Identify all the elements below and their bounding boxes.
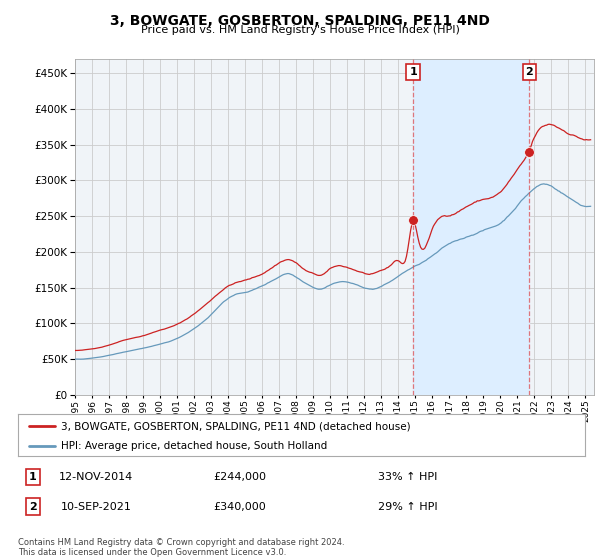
Text: £340,000: £340,000: [214, 502, 266, 512]
Text: 3, BOWGATE, GOSBERTON, SPALDING, PE11 4ND (detached house): 3, BOWGATE, GOSBERTON, SPALDING, PE11 4N…: [61, 421, 410, 431]
Text: 33% ↑ HPI: 33% ↑ HPI: [378, 472, 437, 482]
Text: HPI: Average price, detached house, South Holland: HPI: Average price, detached house, Sout…: [61, 441, 327, 451]
Text: 1: 1: [29, 472, 37, 482]
Text: 3, BOWGATE, GOSBERTON, SPALDING, PE11 4ND: 3, BOWGATE, GOSBERTON, SPALDING, PE11 4N…: [110, 14, 490, 28]
Text: £244,000: £244,000: [214, 472, 266, 482]
Text: 1: 1: [409, 67, 417, 77]
Text: Price paid vs. HM Land Registry's House Price Index (HPI): Price paid vs. HM Land Registry's House …: [140, 25, 460, 35]
Text: 2: 2: [526, 67, 533, 77]
Text: 2: 2: [29, 502, 37, 512]
Text: 10-SEP-2021: 10-SEP-2021: [61, 502, 131, 512]
Text: Contains HM Land Registry data © Crown copyright and database right 2024.
This d: Contains HM Land Registry data © Crown c…: [18, 538, 344, 557]
Bar: [413, 59, 529, 395]
Text: 29% ↑ HPI: 29% ↑ HPI: [378, 502, 437, 512]
Text: 12-NOV-2014: 12-NOV-2014: [59, 472, 133, 482]
